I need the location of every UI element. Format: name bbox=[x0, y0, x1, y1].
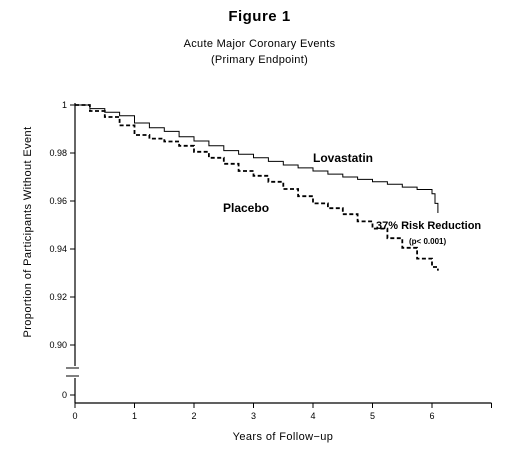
y-tick-label: 0.98 bbox=[49, 148, 67, 158]
y-tick-label: 0.92 bbox=[49, 292, 67, 302]
label-lovastatin: Lovastatin bbox=[313, 151, 373, 165]
chart-axes bbox=[66, 103, 492, 404]
risk-reduction-label: 37% Risk Reduction bbox=[376, 220, 481, 232]
figure-subtitle-line1: Acute Major Coronary Events bbox=[183, 38, 336, 50]
figure-title: Figure 1 bbox=[228, 8, 291, 25]
y-axis-title: Proportion of Participants Without Event bbox=[22, 126, 34, 337]
y-tick-label: 0 bbox=[62, 390, 67, 400]
figure-subtitle-line2: (Primary Endpoint) bbox=[210, 54, 309, 66]
series-line-lovastatin bbox=[75, 104, 439, 213]
y-tick-label: 1 bbox=[62, 100, 67, 110]
x-tick-label: 2 bbox=[191, 411, 196, 421]
y-tick-label: 0.90 bbox=[49, 340, 67, 350]
x-tick-label: 1 bbox=[132, 411, 137, 421]
x-tick-label: 0 bbox=[72, 411, 77, 421]
x-tick-label: 3 bbox=[251, 411, 256, 421]
x-tick-label: 5 bbox=[370, 411, 375, 421]
x-axis-title: Years of Follow−up bbox=[233, 431, 334, 443]
y-tick-label: 0.96 bbox=[49, 196, 67, 206]
chart-ticks: 1 0.98 0.96 0.94 0.92 0.90 0 0 1 2 3 4 5 6 bbox=[49, 100, 492, 421]
label-placebo: Placebo bbox=[223, 201, 269, 215]
p-value-label: (p< 0.001) bbox=[409, 237, 446, 246]
x-tick-label: 6 bbox=[429, 411, 434, 421]
series-line-placebo bbox=[75, 104, 439, 271]
y-tick-label: 0.94 bbox=[49, 244, 67, 254]
x-tick-label: 4 bbox=[310, 411, 315, 421]
chart-series bbox=[75, 104, 439, 271]
